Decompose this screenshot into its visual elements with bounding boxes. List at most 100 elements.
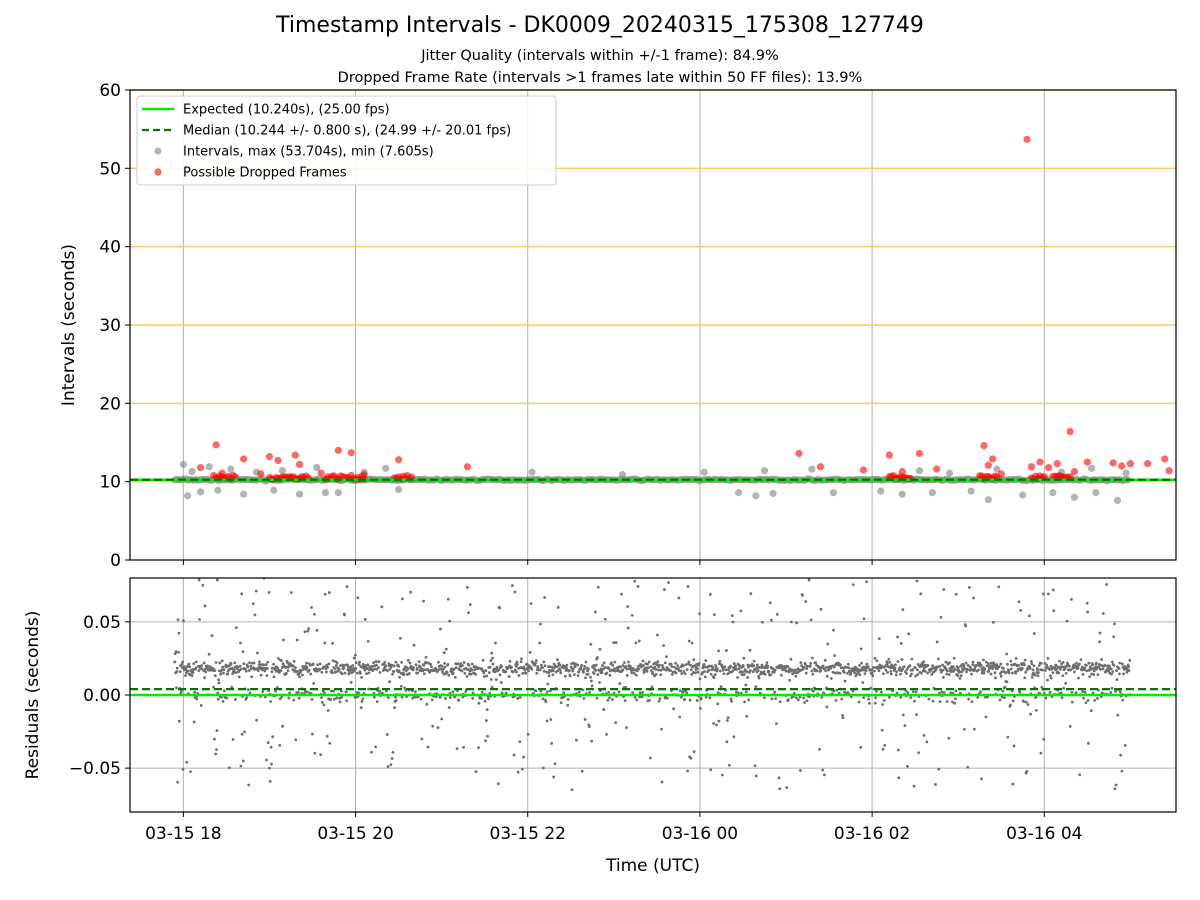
residual-point xyxy=(323,641,327,645)
residual-point xyxy=(431,724,435,728)
residual-point xyxy=(658,697,662,701)
residual-point xyxy=(1055,667,1059,671)
residual-point xyxy=(232,670,236,674)
residual-point xyxy=(617,690,621,694)
residual-point xyxy=(265,674,269,677)
residual-point xyxy=(227,766,231,770)
residual-point xyxy=(610,698,614,701)
residual-point xyxy=(421,669,425,673)
residual-point xyxy=(316,663,320,667)
residual-point xyxy=(266,741,270,744)
residual-point xyxy=(1011,699,1015,703)
residual-point xyxy=(1077,662,1081,666)
residual-point xyxy=(263,669,267,673)
residual-point xyxy=(787,698,790,702)
residual-point xyxy=(715,667,719,671)
residual-point xyxy=(489,678,493,681)
residual-point xyxy=(262,663,266,666)
residual-point xyxy=(1119,753,1123,757)
residual-point xyxy=(713,673,717,676)
residual-point xyxy=(590,739,594,743)
residual-point xyxy=(638,691,642,695)
residual-point xyxy=(1089,709,1093,712)
residual-point xyxy=(690,673,694,676)
residual-point xyxy=(814,661,818,665)
residual-point xyxy=(760,620,764,624)
residual-point xyxy=(754,685,758,689)
residual-point xyxy=(511,670,515,674)
residual-point xyxy=(1115,678,1119,681)
residual-point xyxy=(841,716,845,720)
residual-point xyxy=(1005,680,1009,684)
dropped-frame-point xyxy=(1070,467,1079,476)
residual-point xyxy=(259,673,263,677)
residual-point xyxy=(998,698,1002,702)
dropped-frame-point xyxy=(317,469,325,477)
residual-point xyxy=(425,661,428,665)
residual-point xyxy=(318,662,322,666)
residual-point xyxy=(477,701,481,705)
residual-point xyxy=(543,596,547,599)
residual-point xyxy=(1003,685,1007,689)
residual-point xyxy=(458,668,461,672)
residual-point xyxy=(1105,583,1109,586)
residual-point xyxy=(384,668,387,671)
residual-point xyxy=(855,672,859,676)
residual-point xyxy=(778,700,782,704)
residual-point xyxy=(659,668,663,672)
residual-point xyxy=(962,665,966,668)
residual-point xyxy=(1093,698,1097,702)
residual-point xyxy=(1006,735,1010,739)
residual-point xyxy=(873,656,877,660)
residual-point xyxy=(641,691,644,694)
residual-point xyxy=(1082,572,1085,575)
residual-point xyxy=(586,672,590,676)
residual-point xyxy=(225,696,229,700)
residual-point xyxy=(1028,667,1032,670)
residual-point xyxy=(656,660,660,664)
residual-point xyxy=(288,691,292,695)
residual-point xyxy=(698,612,701,616)
residual-point xyxy=(214,661,218,664)
residual-point xyxy=(265,758,268,762)
residual-point xyxy=(941,663,944,667)
residual-point xyxy=(272,675,276,679)
residual-point xyxy=(594,610,597,614)
x-tick-label: 03-16 04 xyxy=(1006,824,1082,844)
residual-point xyxy=(330,669,334,672)
legend-label: Possible Dropped Frames xyxy=(183,166,347,181)
residual-point xyxy=(977,668,980,672)
x-tick-label: 03-16 00 xyxy=(662,824,738,844)
residual-point xyxy=(931,664,935,668)
residual-point xyxy=(905,668,909,671)
residual-point xyxy=(377,666,380,669)
residual-point xyxy=(565,663,569,667)
residual-point xyxy=(494,678,498,682)
residual-point xyxy=(307,668,311,672)
residual-point xyxy=(1069,668,1073,672)
residual-point xyxy=(1001,689,1005,693)
residual-point xyxy=(966,664,970,667)
residual-point xyxy=(225,665,228,669)
residual-point xyxy=(1040,685,1044,689)
dropped-frame-point xyxy=(274,456,282,465)
residual-point xyxy=(791,672,795,676)
residual-point xyxy=(319,753,323,756)
residual-point xyxy=(708,592,712,596)
residual-point xyxy=(322,665,325,669)
residual-point xyxy=(423,668,427,672)
residual-point xyxy=(825,705,829,709)
residual-point xyxy=(1112,635,1116,639)
residual-point xyxy=(1064,681,1068,685)
residual-point xyxy=(479,697,483,700)
residual-point xyxy=(613,669,617,673)
residual-point xyxy=(765,661,769,665)
residual-point xyxy=(194,666,198,670)
residual-point xyxy=(456,662,460,666)
residual-point xyxy=(391,672,394,676)
residual-point xyxy=(642,671,646,674)
residual-point xyxy=(1017,600,1021,604)
residual-point xyxy=(360,700,364,703)
residual-point xyxy=(707,668,711,672)
residual-point xyxy=(815,669,819,673)
